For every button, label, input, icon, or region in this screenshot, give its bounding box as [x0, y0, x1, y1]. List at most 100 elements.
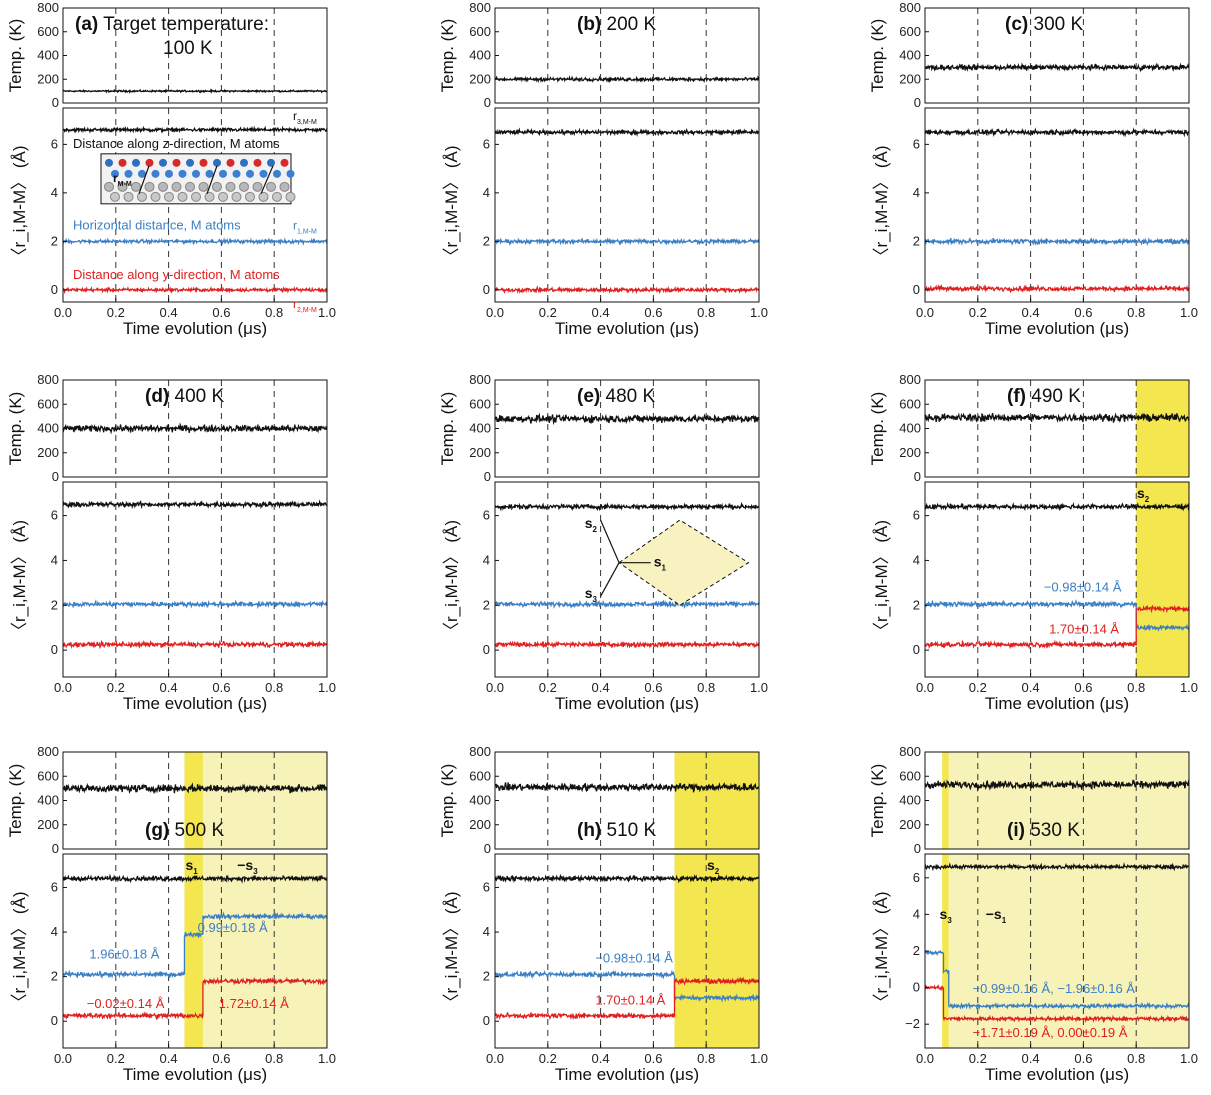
y-axis-label-temp: Temp. (K) [6, 19, 25, 93]
x-tick-label: 0.4 [1022, 1051, 1040, 1066]
label-r1-sub: 1,M-M [297, 228, 317, 235]
unit-cell [618, 519, 750, 606]
dist-tick-label: 6 [913, 136, 920, 151]
x-tick-label: 0.4 [592, 1051, 610, 1066]
panel-title: (e) 480 K [577, 386, 655, 407]
label-s3-base: s [585, 585, 593, 601]
dist-tick-label: 6 [483, 136, 490, 151]
axes-bottom [494, 853, 760, 1049]
x-tick-label: 0.4 [592, 305, 610, 320]
series-r3 [62, 499, 328, 510]
label-minus-s3-base: −s [237, 857, 253, 873]
series-r2 [494, 640, 760, 649]
x-tick-label: 1.0 [1180, 305, 1198, 320]
inset-atom-sub [252, 181, 263, 192]
temp-tick-label: 0 [914, 95, 921, 110]
temp-tick-label: 800 [469, 744, 491, 759]
inset-atom-sub [212, 181, 222, 192]
series-r2 [924, 604, 1190, 650]
panel-c: 0 200 400 600 800 0 2 4 6 0.0 0.2 0.4 0.6 0.8 1.0 Time … [868, 0, 1198, 338]
y-axis-label-dist: 〈r_i,M-M〉 (Å) [872, 520, 891, 639]
panel-title-letter: (a) [75, 14, 98, 35]
annotation-blue-right: 0.99±0.18 Å [198, 920, 268, 935]
dist-tick-label: 2 [51, 969, 58, 984]
y-axis-label-dist: 〈r_i,M-M〉 (Å) [442, 892, 461, 1011]
x-tick-label: 0.0 [916, 680, 934, 695]
inset-atom-sub [185, 181, 195, 192]
inset-atom-mid [165, 169, 173, 178]
x-tick-label: 0.2 [969, 305, 987, 320]
panel-title-text: 300 K [1028, 14, 1083, 35]
panel-a: 0 200 400 600 800 0 2 4 6 0.0 0.2 0.4 0.6 0.8 1.0 Time … [6, 0, 336, 338]
dist-tick-label: 4 [913, 552, 920, 567]
annotation-red-right: 1.72±0.14 Å [219, 996, 289, 1011]
panel-title-letter: (c) [1005, 14, 1028, 35]
label-s2: s2 [585, 515, 598, 534]
label-r1: r1,M-M [293, 218, 317, 235]
highlight-top-0 [674, 752, 759, 849]
inset-atom-mid [232, 169, 241, 178]
x-tick-label: 1.0 [1180, 1051, 1198, 1066]
series-r1 [494, 237, 760, 247]
label-r1-base: r [293, 218, 297, 232]
temp-tick-label: 800 [37, 372, 59, 387]
x-tick-label: 0.2 [539, 680, 557, 695]
annotation-z-direction: Distance along z-direction, M atoms [73, 136, 280, 151]
y-axis-label-dist: 〈r_i,M-M〉 (Å) [10, 892, 29, 1011]
inset-atom-sub2 [177, 191, 188, 202]
highlight-bottom-0 [942, 854, 949, 1048]
x-tick-label: 0.0 [54, 305, 72, 320]
inset-atom-sub [266, 181, 276, 192]
panel-title-letter: (e) [577, 386, 600, 407]
panel-title: (i) 530 K [1007, 820, 1080, 841]
label-s3: s3 [940, 906, 953, 925]
inset-atom-sub [279, 181, 290, 192]
inset-atom-sub [198, 181, 209, 192]
inset-arrow [206, 165, 218, 195]
temp-tick-label: 200 [899, 71, 921, 86]
dist-tick-label: 4 [913, 906, 920, 921]
series-r1 [62, 599, 328, 610]
dist-tick-label: 2 [51, 233, 58, 248]
x-axis-label: Time evolution (μs) [555, 1065, 699, 1084]
highlight-bottom-0 [184, 854, 203, 1048]
series-r2 [494, 285, 760, 295]
series-r2 [62, 639, 328, 650]
label-minus-s3: −s3 [237, 857, 258, 876]
x-tick-label: 0.0 [486, 1051, 504, 1066]
inset-atom-top [105, 158, 113, 167]
highlight-top-0 [1136, 380, 1189, 477]
temp-tick-label: 600 [899, 396, 921, 411]
series-r3 [62, 125, 328, 134]
inset-atom-sub [144, 181, 155, 192]
temp-tick-label: 600 [37, 396, 59, 411]
series-temp [924, 62, 1190, 73]
label-s1-base: s [185, 857, 193, 873]
highlight-top-1 [202, 752, 327, 849]
panel-title-text: 510 K [601, 820, 656, 841]
x-tick-label: 1.0 [750, 1051, 768, 1066]
dist-tick-label: 0 [483, 1013, 490, 1028]
y-axis-label-dist: 〈r_i,M-M〉 (Å) [10, 146, 29, 265]
temp-tick-label: 400 [37, 421, 59, 436]
vector-s2 [600, 519, 620, 563]
temp-tick-label: 800 [899, 372, 921, 387]
dist-tick-label: 2 [913, 943, 920, 958]
axes-bottom [494, 481, 760, 678]
panel-title: (b) 200 K [577, 14, 657, 35]
panel-e: 0 200 400 600 800 0 2 4 6 0.0 0.2 0.4 0.6 0.8 1.0 Time … [438, 372, 768, 713]
x-tick-label: 0.6 [1074, 680, 1092, 695]
dist-tick-label: 0 [483, 642, 490, 657]
temp-tick-label: 400 [899, 421, 921, 436]
x-tick-label: 1.0 [318, 1051, 336, 1066]
vector-s3 [600, 562, 620, 597]
series-r2 [924, 283, 1190, 294]
inset-atom-mid [111, 169, 119, 178]
x-tick-label: 1.0 [318, 305, 336, 320]
inset-atom-sub [225, 181, 236, 192]
x-tick-label: 0.2 [107, 680, 125, 695]
temp-tick-label: 400 [899, 48, 921, 63]
x-axis-label: Time evolution (μs) [123, 319, 267, 338]
inset-atom-mid [246, 169, 254, 178]
inset-atom-mid [219, 169, 227, 178]
